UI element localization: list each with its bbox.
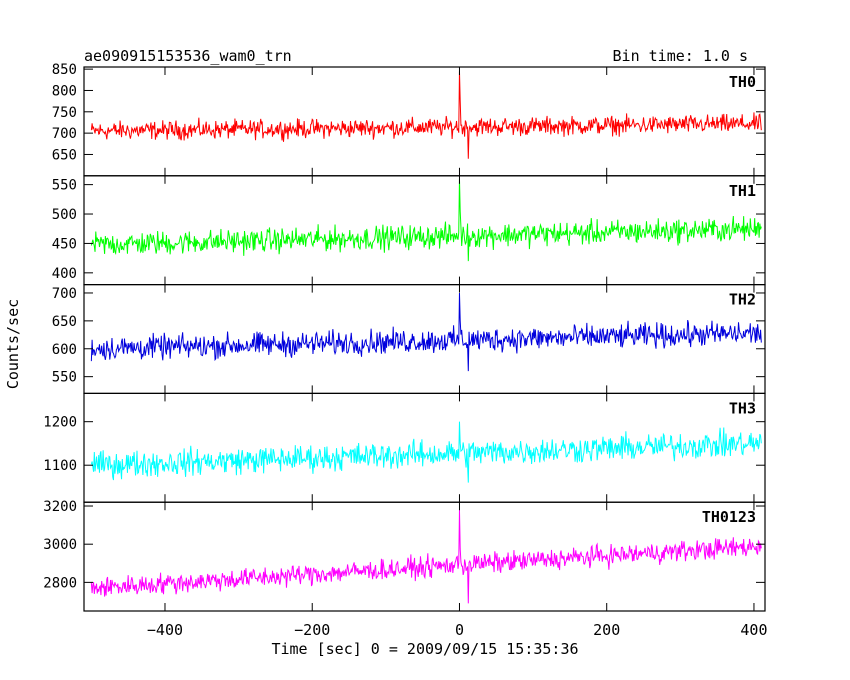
- panel-frame-th0: [83, 66, 766, 177]
- y-tick-label: 550: [52, 178, 77, 194]
- x-axis-label: Time [sec] 0 = 2009/09/15 15:35:36: [271, 640, 578, 658]
- panel-label-th0123: TH0123: [702, 508, 756, 526]
- x-tick-label: 200: [593, 621, 620, 639]
- panels-group: 650 700 750 800 850 TH0 400 450 500 550 TH1 550 600 6…: [43, 62, 767, 639]
- y-tick-label: 450: [52, 236, 77, 252]
- x-tick-label: −200: [294, 621, 330, 639]
- y-tick-label: 400: [52, 266, 77, 282]
- series-th3: [90, 421, 762, 483]
- y-tick-label: 700: [52, 286, 77, 302]
- panel-label-th0: TH0: [729, 73, 756, 91]
- panel-label-th2: TH2: [729, 291, 756, 309]
- panel-frame-th0123: [83, 501, 766, 612]
- y-tick-label: 700: [52, 126, 77, 142]
- y-tick-label: 750: [52, 105, 77, 121]
- y-tick-label: 600: [52, 342, 77, 358]
- y-tick-label: 850: [52, 62, 77, 78]
- y-tick-label: 650: [52, 314, 77, 330]
- series-th0123: [90, 509, 762, 604]
- y-tick-label: 1200: [43, 415, 77, 431]
- y-tick-label: 1100: [43, 458, 77, 474]
- series-th1: [90, 178, 762, 262]
- y-axis-label: Counts/sec: [4, 299, 22, 389]
- bin-time-label: Bin time: 1.0 s: [613, 47, 748, 65]
- y-tick-label: 500: [52, 207, 77, 223]
- x-tick-label: 0: [455, 621, 464, 639]
- x-tick-label: −400: [147, 621, 183, 639]
- y-tick-label: 2800: [43, 575, 77, 591]
- y-tick-label: 800: [52, 83, 77, 99]
- series-th0: [90, 71, 762, 159]
- y-tick-label: 650: [52, 147, 77, 163]
- y-tick-label: 550: [52, 370, 77, 386]
- panel-label-th1: TH1: [729, 182, 756, 200]
- x-tick-label: 400: [740, 621, 767, 639]
- panel-label-th3: TH3: [729, 399, 756, 417]
- y-tick-label: 3000: [43, 537, 77, 553]
- series-th2: [90, 292, 762, 372]
- y-tick-label: 3200: [43, 499, 77, 515]
- chart-title: ae090915153536_wam0_trn: [84, 47, 292, 65]
